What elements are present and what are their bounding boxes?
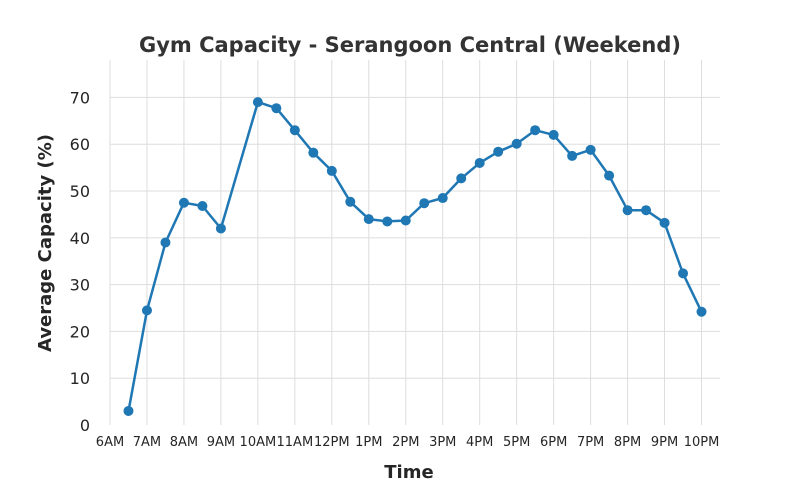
data-point xyxy=(511,138,522,149)
data-point xyxy=(604,170,615,181)
data-point xyxy=(493,146,504,157)
y-axis-ticks: 0 10 20 30 40 50 60 70 xyxy=(70,88,90,435)
x-tick-label: 10PM xyxy=(684,435,720,450)
series-group xyxy=(123,97,707,416)
x-tick-label: 7AM xyxy=(133,435,161,450)
x-tick-label: 12PM xyxy=(314,435,350,450)
x-tick-label: 3PM xyxy=(429,435,456,450)
data-point xyxy=(474,157,485,168)
data-point xyxy=(308,147,319,158)
x-tick-label: 4PM xyxy=(466,435,493,450)
data-point xyxy=(678,268,689,279)
data-point xyxy=(400,215,411,226)
y-tick-label: 50 xyxy=(70,182,90,201)
data-point xyxy=(197,201,208,211)
y-tick-label: 20 xyxy=(70,322,90,341)
data-point xyxy=(419,198,430,209)
x-tick-label: 9AM xyxy=(207,435,235,450)
data-point xyxy=(178,197,189,208)
series-line xyxy=(127,100,703,412)
y-tick-label: 70 xyxy=(70,88,90,107)
data-point xyxy=(567,150,578,161)
data-point xyxy=(696,306,707,317)
x-tick-label: 8PM xyxy=(614,435,641,450)
x-tick-label: 7PM xyxy=(577,435,604,450)
data-point xyxy=(585,144,596,155)
x-axis-label: Time xyxy=(384,462,433,483)
y-tick-label: 30 xyxy=(70,276,90,295)
data-point xyxy=(622,205,633,216)
x-tick-label: 5PM xyxy=(503,435,530,450)
x-tick-label: 8AM xyxy=(170,435,198,450)
data-point xyxy=(456,173,467,184)
data-point xyxy=(530,125,541,136)
data-point xyxy=(289,125,300,136)
data-point xyxy=(141,305,152,316)
x-tick-label: 1PM xyxy=(355,435,382,450)
chart-title: Gym Capacity - Serangoon Central (Weeken… xyxy=(139,33,681,57)
y-axis-label: Average Capacity (%) xyxy=(35,134,56,352)
x-tick-label: 10AM xyxy=(240,435,277,450)
data-point xyxy=(641,205,652,216)
grid xyxy=(109,60,720,425)
data-point xyxy=(160,237,171,248)
x-tick-label: 6AM xyxy=(96,435,124,450)
data-point xyxy=(345,196,356,207)
data-point xyxy=(382,216,393,227)
data-point xyxy=(252,97,263,108)
y-tick-label: 0 xyxy=(80,416,90,435)
data-point xyxy=(363,214,374,225)
x-tick-label: 2PM xyxy=(392,435,419,450)
x-axis-ticks: 6AM 7AM 8AM 9AM 10AM 11AM 12PM 1PM 2PM 3PM 4PM 5PM 6… xyxy=(96,435,720,450)
data-point xyxy=(437,193,448,204)
x-tick-label: 6PM xyxy=(540,435,567,450)
y-tick-label: 60 xyxy=(70,135,90,154)
data-point xyxy=(271,103,282,114)
y-tick-label: 40 xyxy=(70,229,90,248)
data-point xyxy=(326,165,337,176)
data-point xyxy=(548,129,559,140)
x-tick-label: 11AM xyxy=(277,435,314,450)
data-point xyxy=(659,217,670,228)
data-point xyxy=(123,405,134,416)
data-point xyxy=(215,223,226,234)
y-tick-label: 10 xyxy=(70,369,90,388)
x-tick-label: 9PM xyxy=(651,435,678,450)
